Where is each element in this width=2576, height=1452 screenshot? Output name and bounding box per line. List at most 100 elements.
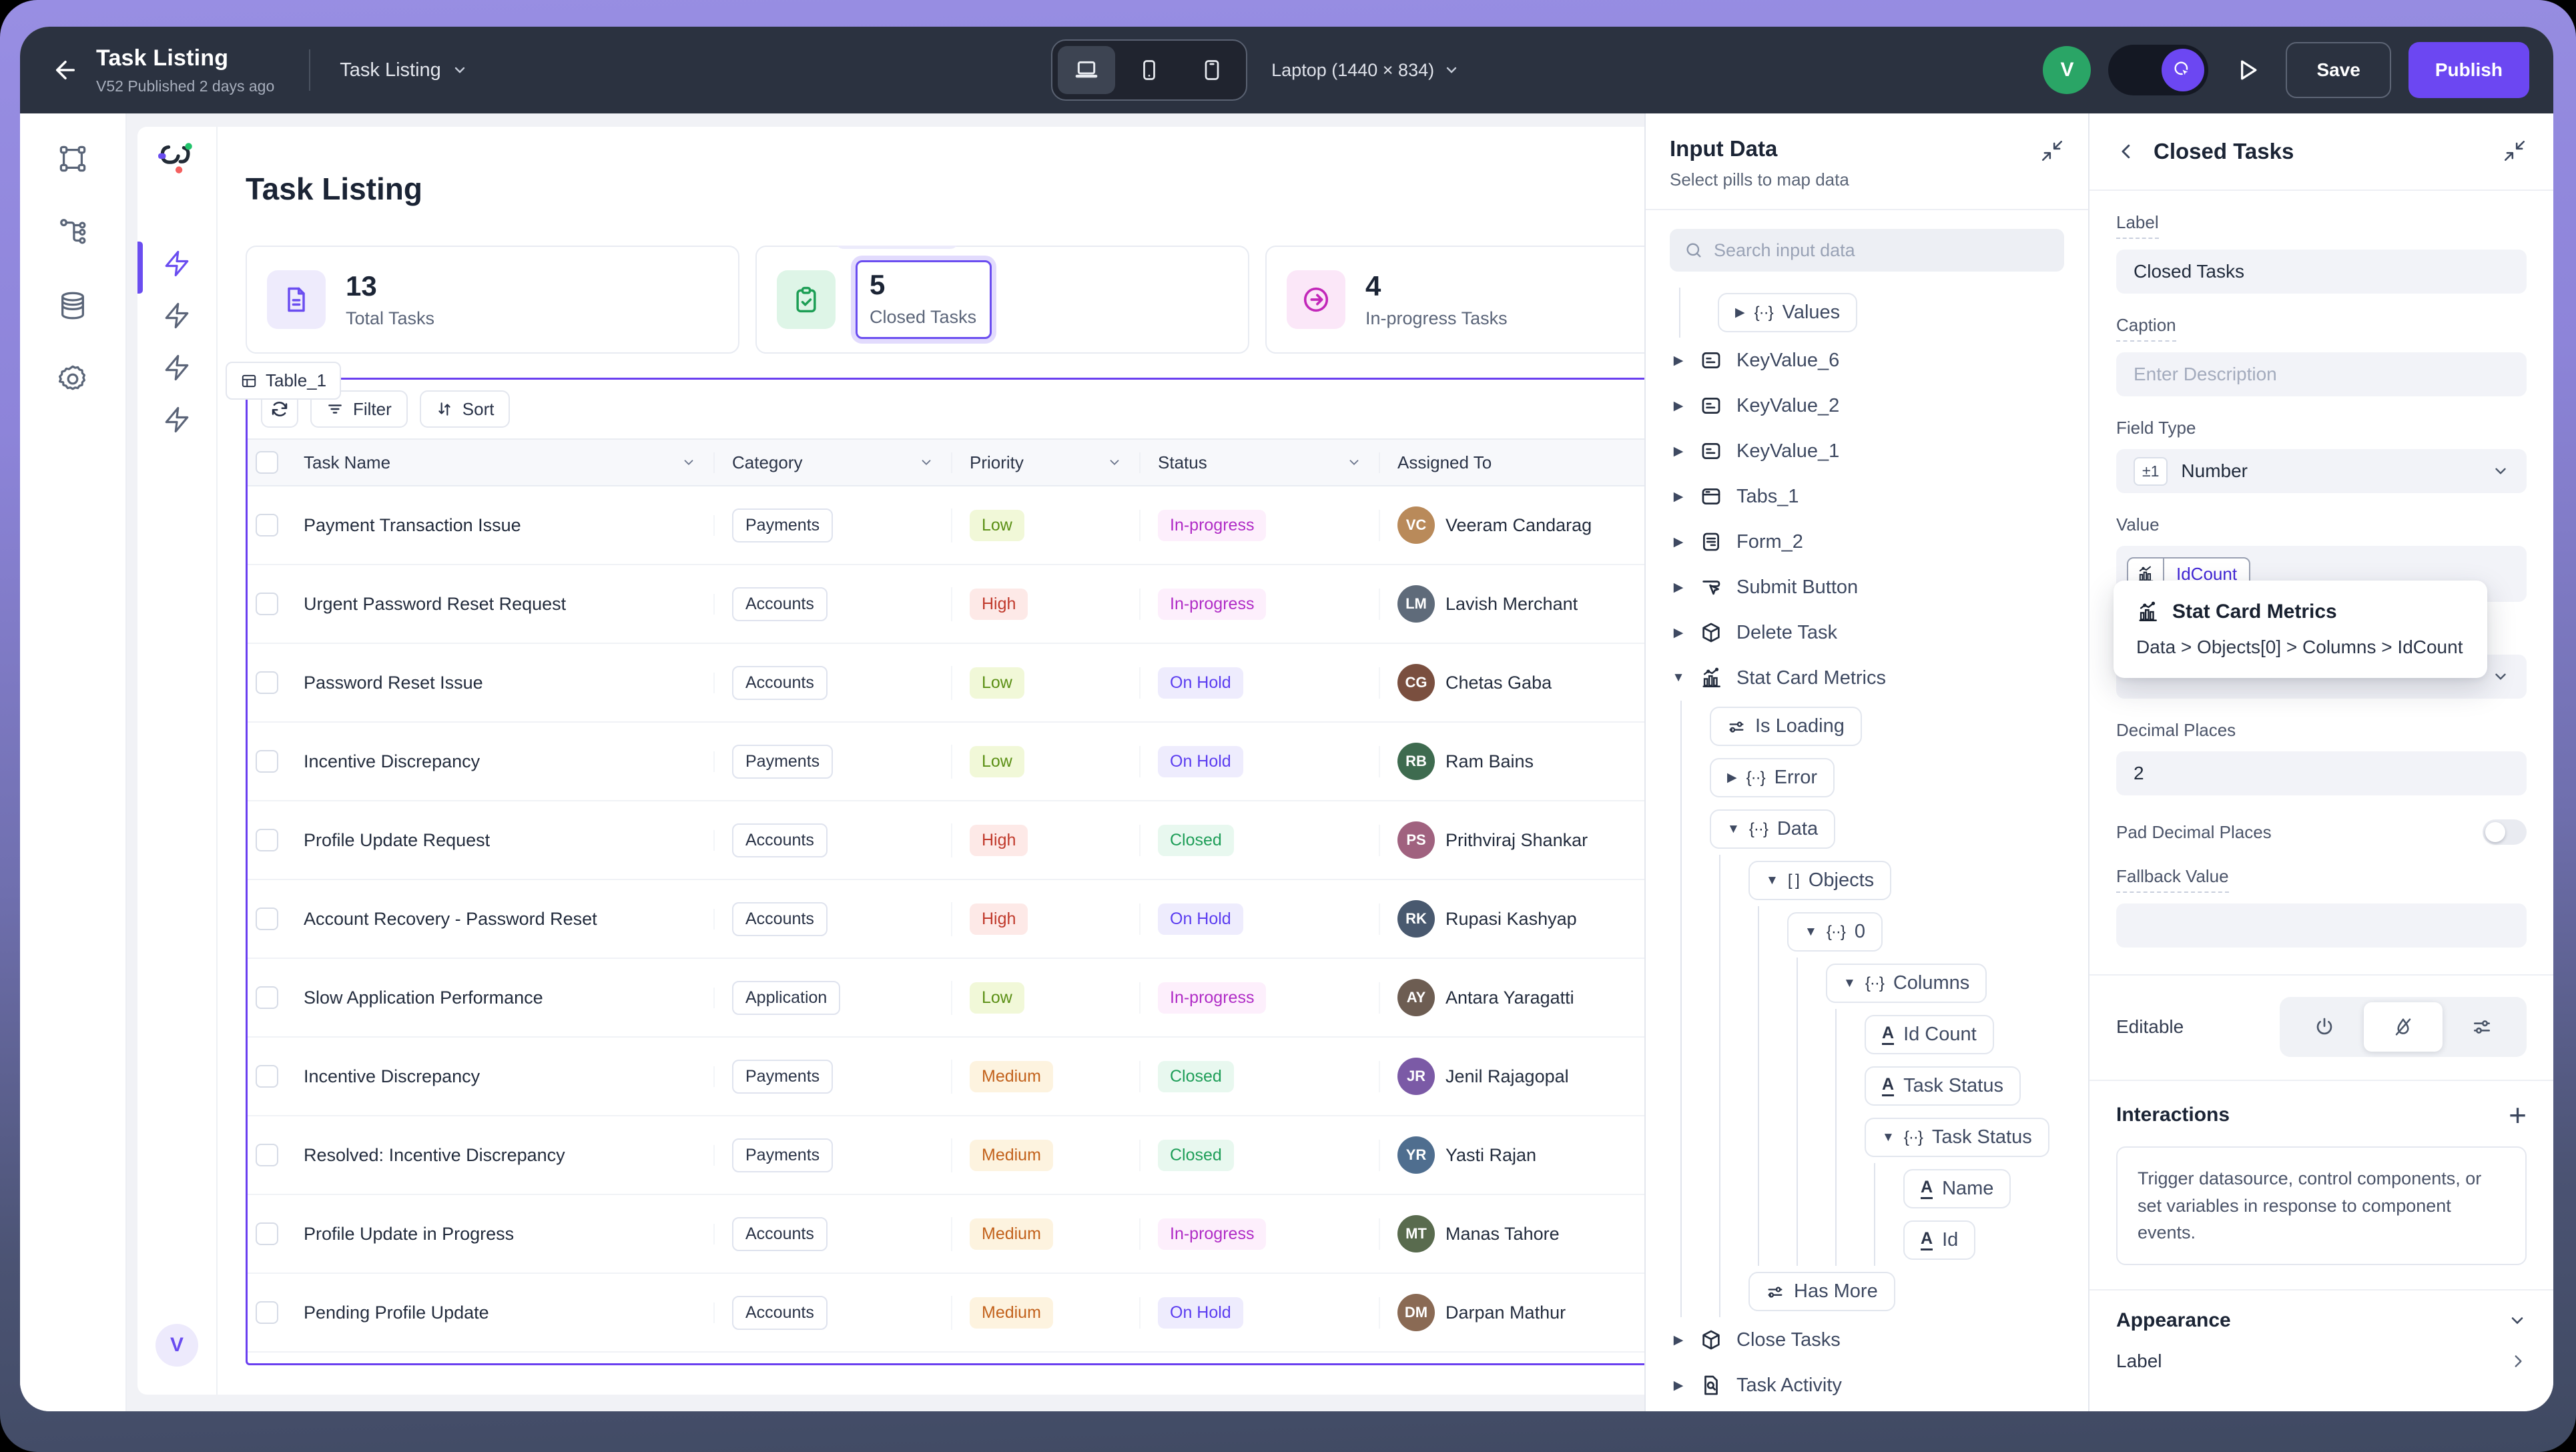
save-button[interactable]: Save — [2286, 42, 2391, 98]
table-row[interactable]: Incentive Discrepancy Payments Medium Cl… — [248, 1038, 1644, 1116]
tree-item-form2[interactable]: ▶ Form_2 — [1673, 530, 1803, 553]
stat-value: 13 — [346, 270, 377, 302]
app-user-avatar[interactable]: V — [155, 1324, 198, 1367]
row-checkbox[interactable] — [256, 671, 278, 694]
stat-card-inprogress[interactable]: 4 In-progress Tasks — [1265, 246, 1644, 354]
table-row[interactable]: Urgent Password Reset Request Accounts H… — [248, 565, 1644, 644]
row-checkbox[interactable] — [256, 1222, 278, 1245]
nav-item-4[interactable] — [137, 394, 216, 446]
tree-tool-button[interactable] — [57, 216, 89, 248]
tree-pill-name[interactable]: A Name — [1903, 1169, 2011, 1208]
row-checkbox[interactable] — [256, 1144, 278, 1166]
tree-item-close-tasks[interactable]: ▶ Close Tasks — [1673, 1329, 1841, 1351]
preview-play-button[interactable] — [2226, 49, 2268, 91]
page-selector[interactable]: Task Listing — [340, 59, 468, 81]
datasources-tool-button[interactable] — [57, 290, 89, 322]
device-laptop-button[interactable] — [1058, 46, 1116, 94]
tree-item-keyvalue6[interactable]: ▶ KeyValue_6 — [1673, 349, 1840, 371]
field-type-select[interactable]: ±1 Number — [2116, 449, 2527, 493]
tree-pill-id-count[interactable]: A Id Count — [1865, 1015, 1994, 1054]
publish-button[interactable]: Publish — [2408, 42, 2529, 98]
tree-pill-0[interactable]: ▼ {··} 0 — [1787, 912, 1883, 952]
appearance-value-row[interactable]: Value — [2116, 1391, 2527, 1412]
tree-pill-has-more[interactable]: Has More — [1748, 1272, 1895, 1311]
fallback-input[interactable] — [2116, 903, 2527, 948]
settings-tool-button[interactable] — [57, 363, 89, 395]
selected-widget-badge[interactable]: KeyVal... — [836, 246, 959, 249]
tree-pill-is-loading[interactable]: Is Loading — [1710, 707, 1862, 746]
nav-item-3[interactable] — [137, 342, 216, 394]
tree-item-keyvalue1[interactable]: ▶ KeyValue_1 — [1673, 440, 1840, 462]
tree-item-keyvalue2[interactable]: ▶ KeyValue_2 — [1673, 394, 1840, 416]
row-checkbox[interactable] — [256, 514, 278, 536]
tree-pill-columns[interactable]: ▼ {··} Columns — [1826, 964, 1987, 1003]
tree-pill-objects[interactable]: ▼[ ] Objects — [1748, 861, 1892, 900]
tree-pill-data[interactable]: ▼ {··} Data — [1710, 809, 1836, 849]
appearance-header[interactable]: Appearance — [2116, 1309, 2527, 1332]
column-header-category[interactable]: Category — [715, 452, 952, 473]
pad-decimal-toggle[interactable] — [2483, 819, 2527, 845]
device-tablet-button[interactable] — [1183, 46, 1241, 94]
row-checkbox[interactable] — [256, 1065, 278, 1088]
interact-mode-toggle[interactable] — [2108, 45, 2209, 95]
tree-item-tabs1[interactable]: ▶ Tabs_1 — [1673, 485, 1799, 507]
user-avatar[interactable]: V — [2043, 46, 2091, 94]
table-row[interactable]: Payment Transaction Issue Payments Low I… — [248, 486, 1644, 565]
table-row[interactable]: Profile Update Request Accounts High Clo… — [248, 801, 1644, 880]
tree-pill-error[interactable]: ▶ {··} Error — [1710, 758, 1835, 797]
tree-item-delete-task[interactable]: ▶ Delete Task — [1673, 621, 1837, 643]
column-header-assigned-to[interactable]: Assigned To — [1397, 452, 1492, 472]
row-checkbox[interactable] — [256, 986, 278, 1009]
nav-item-2[interactable] — [137, 290, 216, 342]
device-size-dropdown[interactable]: Laptop (1440 × 834) — [1271, 60, 1460, 81]
table-row[interactable]: Profile Update in Progress Accounts Medi… — [248, 1195, 1644, 1274]
table-widget-badge[interactable]: Table_1 — [226, 362, 342, 400]
editable-on-button[interactable] — [2285, 1002, 2364, 1052]
tree-item-submit-button[interactable]: ▶ Submit Button — [1673, 576, 1859, 598]
column-header-task-name[interactable]: Task Name — [286, 452, 715, 473]
table-row[interactable]: Incentive Discrepancy Payments Low On Ho… — [248, 723, 1644, 801]
tree-pill-values[interactable]: ▶ {··} Values — [1718, 293, 1858, 332]
stat-card-total[interactable]: 13 Total Tasks — [246, 246, 739, 354]
tree-item-update-task[interactable]: ▶Update Task — [1671, 1408, 2081, 1411]
filter-button[interactable]: Filter — [310, 390, 408, 428]
stat-card-closed[interactable]: KeyVal... 5 Closed Tasks — [755, 246, 1249, 354]
tree-pill-task-status-object[interactable]: ▼ {··} Task Status — [1865, 1118, 2049, 1157]
tree-item-stat-card-metrics[interactable]: ▼ Stat Card Metrics — [1672, 667, 1886, 689]
table-row[interactable]: Slow Application Performance Application… — [248, 959, 1644, 1038]
row-checkbox[interactable] — [256, 908, 278, 930]
add-interaction-button[interactable]: + — [2509, 1098, 2527, 1132]
collapse-panel-button[interactable] — [2040, 139, 2064, 163]
label-input[interactable]: Closed Tasks — [2116, 250, 2527, 294]
row-checkbox[interactable] — [256, 750, 278, 773]
editable-off-button[interactable] — [2364, 1002, 2443, 1052]
back-button[interactable] — [47, 51, 84, 89]
table-row[interactable]: Resolved: Incentive Discrepancy Payments… — [248, 1116, 1644, 1195]
table-row[interactable]: Password Reset Issue Accounts Low On Hol… — [248, 644, 1644, 723]
tree-pill-task-status[interactable]: A Task Status — [1865, 1066, 2021, 1106]
selected-keyvalue-widget[interactable]: 5 Closed Tasks — [856, 260, 992, 339]
tree-item-task-activity[interactable]: ▶ Task Activity — [1673, 1374, 1842, 1396]
chevron-left-icon[interactable] — [2116, 141, 2136, 161]
nav-item-active[interactable] — [137, 238, 216, 294]
table-row[interactable]: Account Recovery - Password Reset Accoun… — [248, 880, 1644, 959]
column-header-status[interactable]: Status — [1141, 452, 1380, 473]
column-header-priority[interactable]: Priority — [952, 452, 1141, 473]
device-phone-button[interactable] — [1120, 46, 1178, 94]
caption-input[interactable]: Enter Description — [2116, 352, 2527, 396]
table-widget[interactable]: Filter Sort Task Name Category Priorit — [246, 378, 1644, 1365]
sort-button[interactable]: Sort — [419, 390, 511, 428]
select-all-checkbox[interactable] — [256, 451, 278, 474]
tree-pill-id[interactable]: A Id — [1903, 1220, 1976, 1260]
collapse-props-button[interactable] — [2503, 139, 2527, 163]
row-checkbox[interactable] — [256, 1301, 278, 1324]
appearance-label-row[interactable]: Label — [2116, 1332, 2527, 1391]
components-tool-button[interactable] — [57, 143, 89, 175]
decimal-places-input[interactable]: 2 — [2116, 751, 2527, 795]
row-checkbox[interactable] — [256, 593, 278, 615]
editable-conditional-button[interactable] — [2443, 1002, 2521, 1052]
search-input[interactable]: Search input data — [1670, 229, 2064, 272]
table-row[interactable]: Pending Profile Update Accounts Medium O… — [248, 1274, 1644, 1353]
row-checkbox[interactable] — [256, 829, 278, 851]
priority-chip: Low — [970, 509, 1024, 541]
